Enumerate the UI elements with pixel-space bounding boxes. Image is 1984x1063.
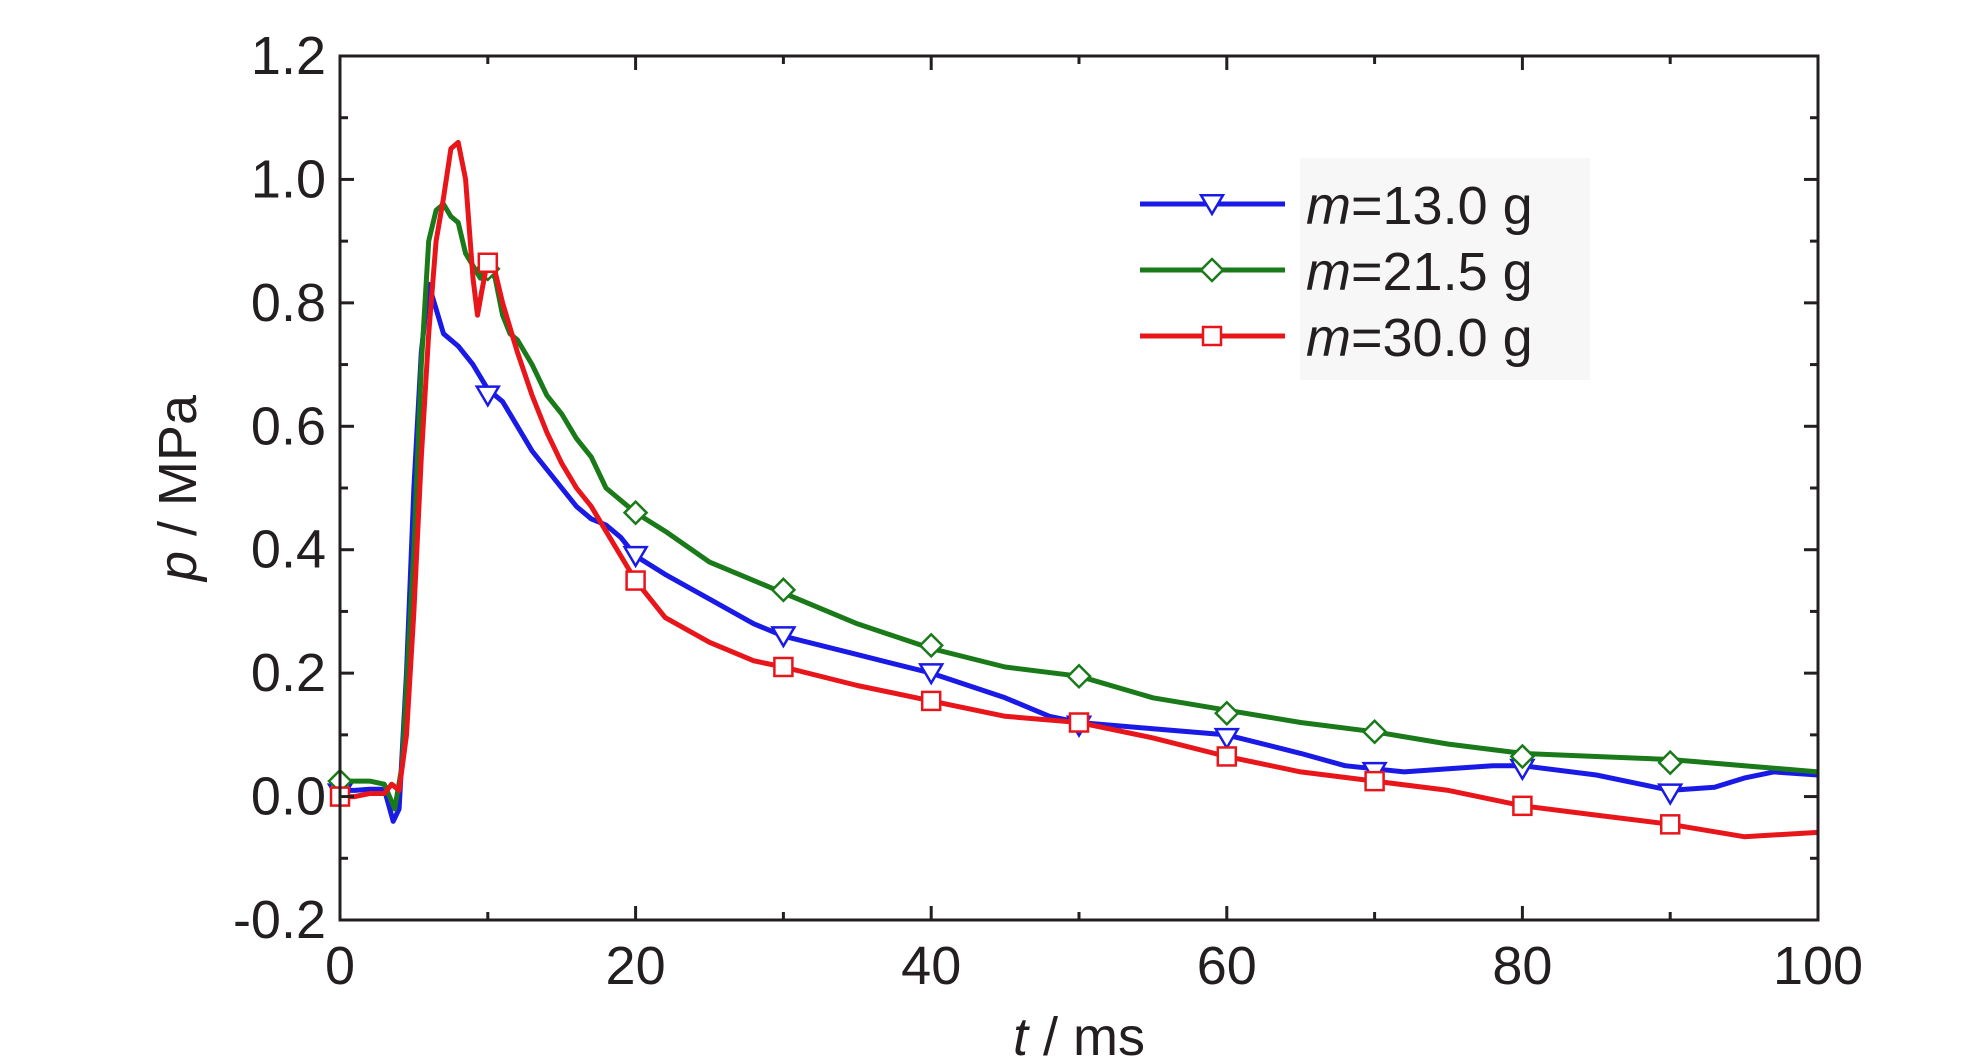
legend-label: m=13.0 g [1306, 176, 1533, 236]
y-tick-label: 0.2 [251, 643, 326, 703]
x-tick-label: 40 [901, 936, 961, 996]
legend-label-value: =30.0 g [1351, 308, 1533, 368]
marker-triangle [1213, 727, 1240, 751]
series-line [340, 281, 1819, 824]
marker-diamond [1361, 719, 1388, 745]
y-tick-label: 0.4 [251, 520, 326, 580]
marker-diamond [1657, 749, 1683, 776]
legend-label: m=30.0 g [1306, 308, 1533, 368]
y-tick-label: -0.2 [233, 890, 326, 950]
x-tick-label: 0 [325, 936, 355, 996]
marker-square [1201, 325, 1223, 347]
legend-background [1300, 158, 1590, 380]
legend-label-value: =21.5 g [1351, 242, 1533, 302]
x-tick-label: 60 [1197, 936, 1257, 996]
y-axis-variable: p [148, 551, 208, 583]
legend-entry: m=13.0 g [1140, 176, 1533, 236]
x-axis-title: t / ms [1013, 1007, 1145, 1063]
marker-triangle [1657, 783, 1684, 806]
marker-triangle [1198, 193, 1226, 217]
x-axis-unit: / ms [1028, 1007, 1145, 1063]
series-0 [326, 281, 1819, 824]
marker-square [1659, 814, 1681, 835]
ticks-layer: 0 20 40 60 80 100 -0.2 0.0 0.2 0.4 0.6 0.8 1.0 1.2 [233, 26, 1863, 996]
series-line [340, 139, 1819, 840]
marker-diamond [1214, 700, 1240, 727]
y-tick-label: 1.2 [251, 26, 326, 86]
marker-triangle [474, 385, 501, 408]
x-tick-label: 80 [1492, 936, 1552, 996]
legend-entry: m=30.0 g [1140, 308, 1533, 368]
y-tick-label: 1.0 [251, 149, 326, 209]
marker-square [625, 570, 646, 591]
x-tick-label: 100 [1773, 936, 1863, 996]
marker-square [477, 252, 499, 273]
marker-square [1068, 712, 1090, 733]
marker-diamond [1066, 663, 1092, 689]
marker-diamond [1509, 743, 1536, 770]
marker-diamond [622, 499, 649, 526]
marker-square [1512, 795, 1533, 817]
marker-triangle [770, 626, 797, 649]
marker-square [920, 690, 942, 712]
legend-label-variable: m [1306, 242, 1351, 302]
marker-triangle [918, 663, 945, 686]
legend: m=13.0 gm=21.5 gm=30.0 g [1140, 158, 1590, 380]
legend-label-variable: m [1306, 176, 1351, 236]
marker-square [773, 656, 794, 678]
marker-square [1364, 770, 1385, 792]
marker-square [1216, 746, 1238, 767]
y-axis-title: p / MPa [148, 394, 208, 583]
marker-triangle [622, 545, 649, 569]
y-tick-label: 0.8 [251, 273, 326, 333]
y-tick-label: 0.6 [251, 396, 326, 456]
x-axis-variable: t [1013, 1007, 1030, 1063]
series-layer [326, 139, 1819, 840]
y-tick-label: 0.0 [251, 767, 326, 827]
marker-diamond [918, 632, 944, 659]
legend-label-variable: m [1306, 308, 1351, 368]
legend-label: m=21.5 g [1306, 242, 1533, 302]
series-2 [329, 139, 1819, 840]
marker-diamond [770, 577, 797, 603]
legend-label-value: =13.0 g [1351, 176, 1533, 236]
legend-entry: m=21.5 g [1140, 242, 1533, 302]
series-line [340, 201, 1819, 812]
x-tick-label: 20 [606, 936, 666, 996]
y-axis-unit: / MPa [148, 394, 208, 551]
marker-diamond [1199, 257, 1225, 283]
